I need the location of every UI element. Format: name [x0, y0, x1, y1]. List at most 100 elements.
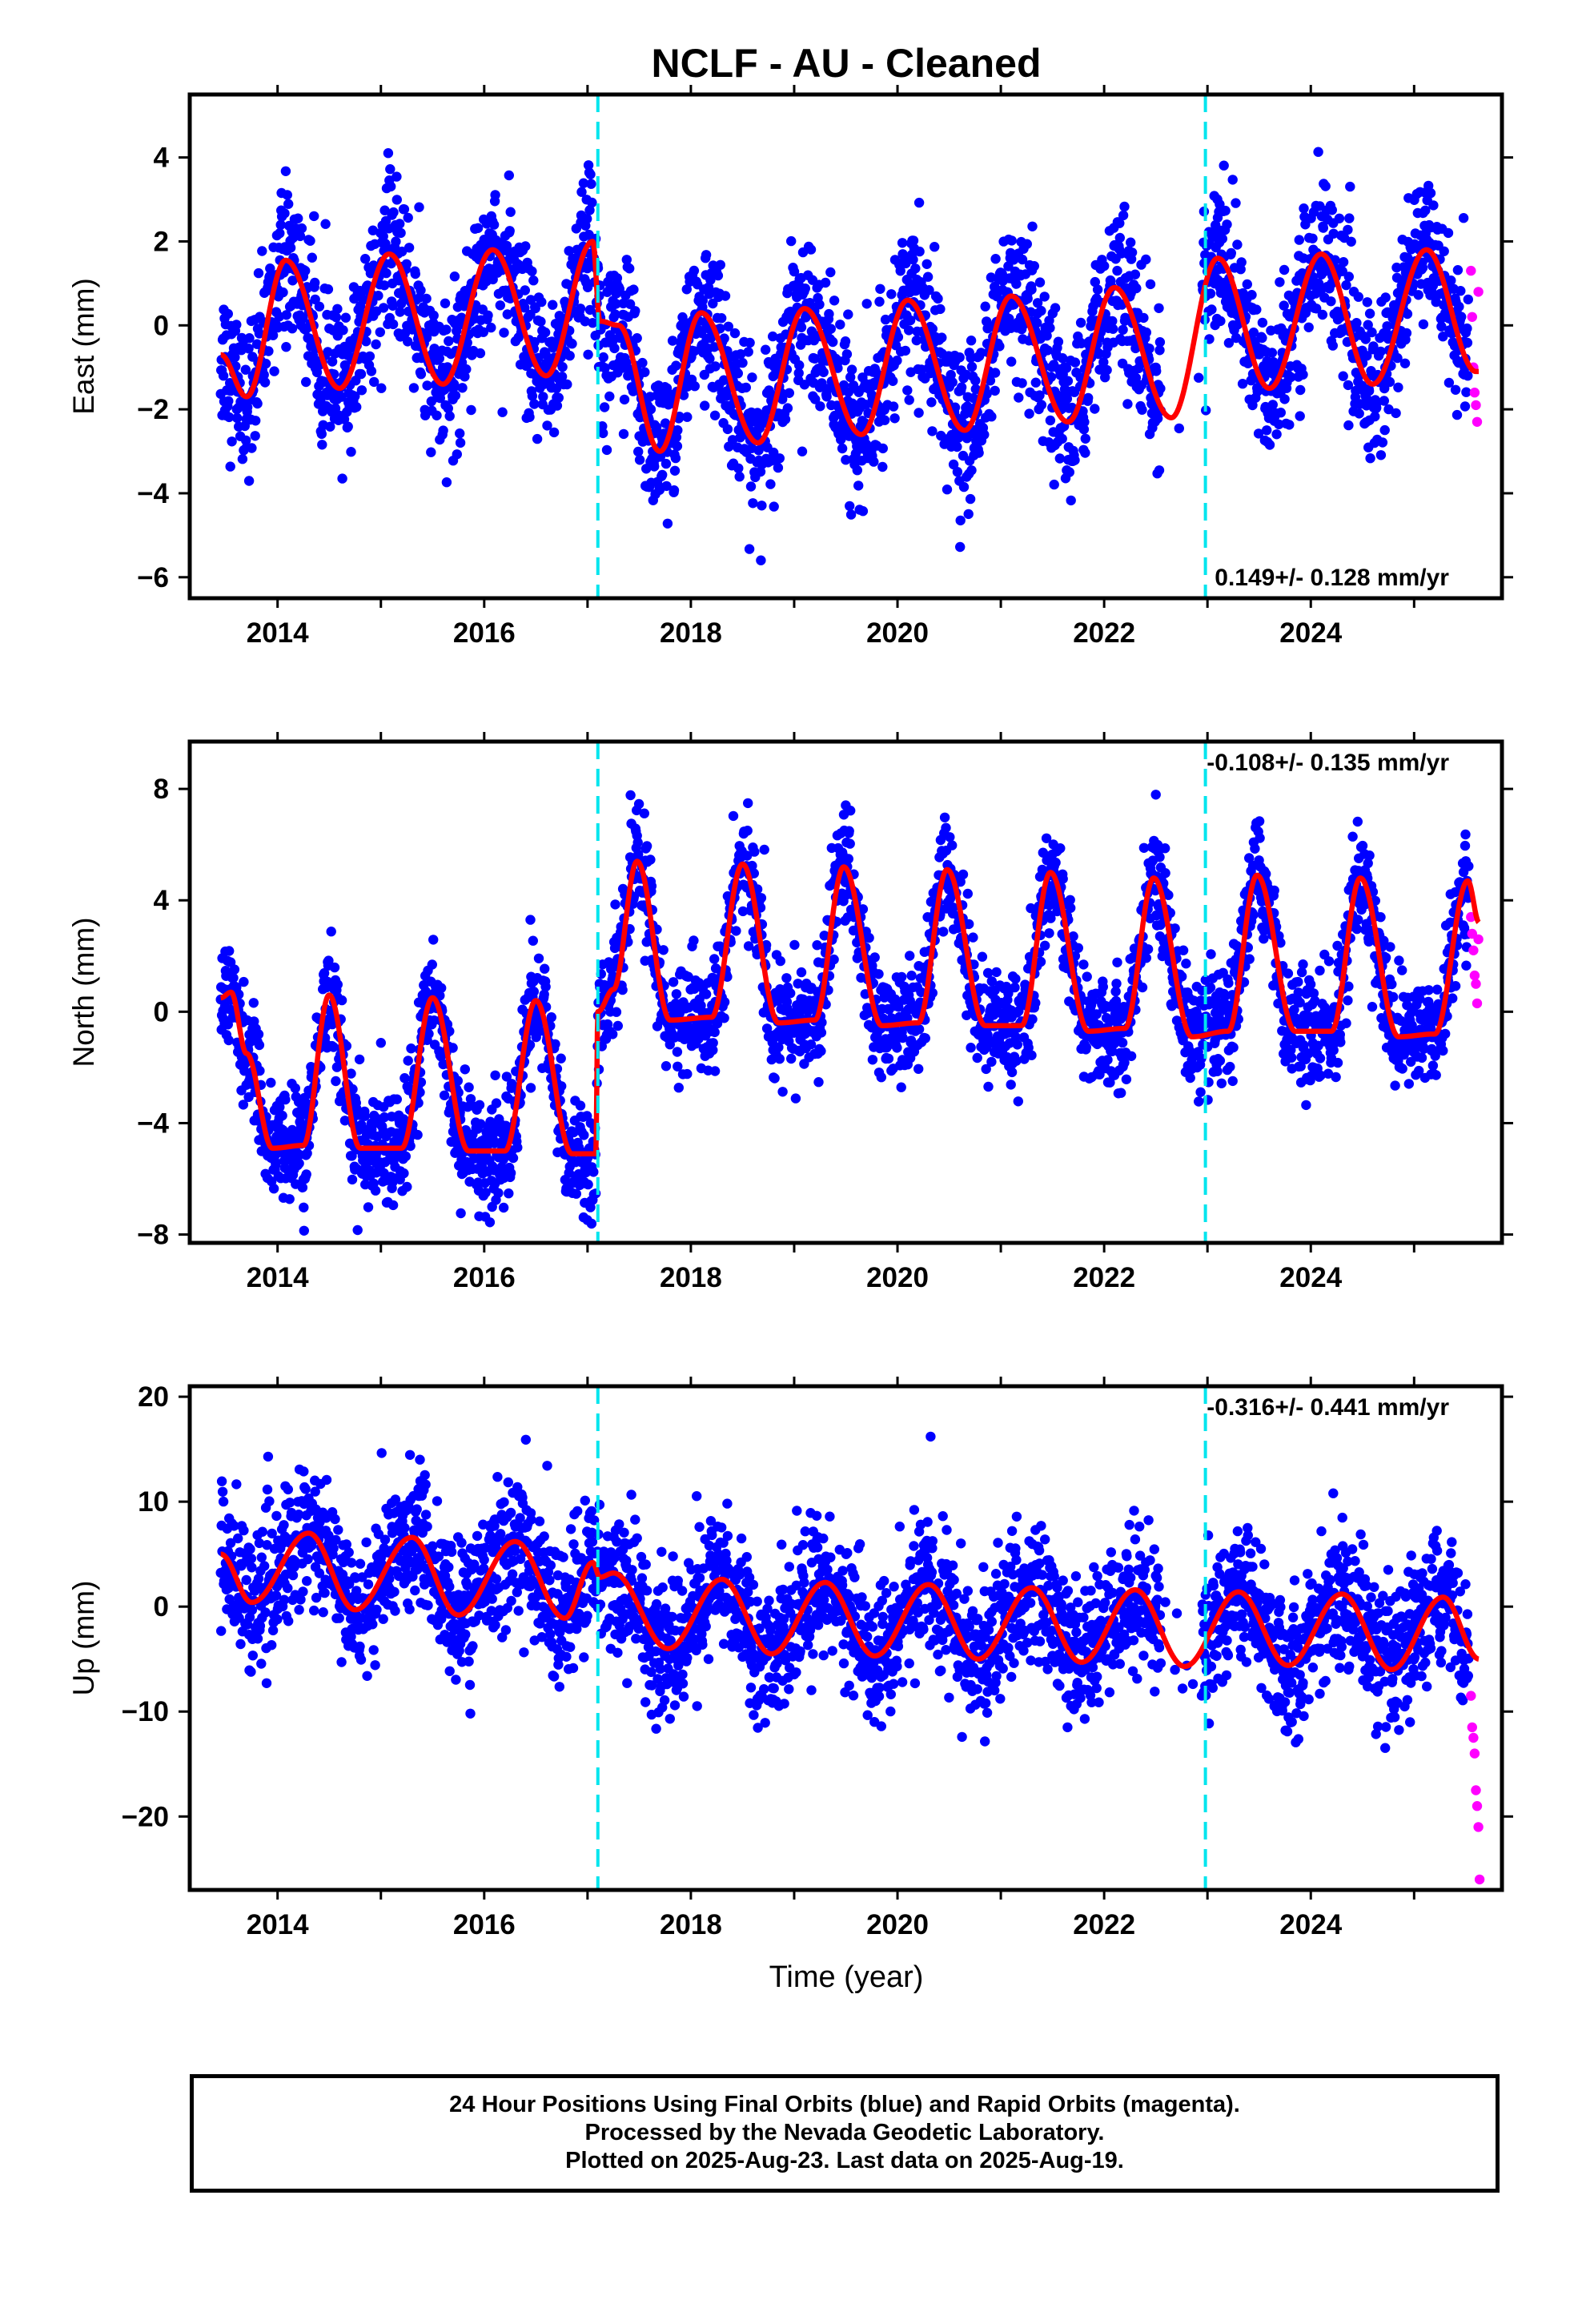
final-point — [628, 284, 639, 295]
y-tick-label: 4 — [154, 143, 170, 174]
final-point — [562, 379, 572, 390]
final-point — [721, 391, 733, 401]
final-point — [1343, 271, 1355, 282]
final-point — [813, 1077, 824, 1088]
final-point — [1460, 401, 1471, 412]
final-point — [789, 939, 800, 951]
final-point — [1295, 384, 1306, 396]
final-point — [250, 431, 260, 441]
final-point — [265, 263, 275, 274]
final-point — [416, 285, 426, 296]
final-point — [1413, 290, 1423, 300]
final-point — [1354, 408, 1364, 419]
final-point — [1452, 409, 1463, 420]
final-point — [254, 1039, 265, 1051]
final-point — [1014, 392, 1024, 403]
final-point — [1311, 304, 1322, 314]
final-point — [1046, 372, 1057, 382]
final-point — [1264, 440, 1275, 450]
y-tick-label: −6 — [137, 562, 169, 593]
final-point — [402, 1181, 412, 1192]
final-point — [640, 367, 650, 377]
final-point — [588, 318, 598, 328]
final-point — [486, 322, 496, 333]
final-point — [369, 376, 379, 388]
final-point — [880, 314, 891, 325]
rapid-point — [1469, 388, 1480, 398]
final-point — [1443, 377, 1455, 388]
final-point — [1118, 324, 1128, 335]
final-point — [1294, 235, 1305, 245]
final-point — [1326, 296, 1336, 307]
final-point — [364, 351, 375, 362]
final-point — [474, 1100, 485, 1111]
final-point — [387, 1200, 399, 1211]
final-point — [400, 1073, 410, 1084]
final-point — [386, 181, 396, 192]
final-point — [1093, 348, 1104, 360]
final-point — [1107, 316, 1118, 327]
final-point — [715, 259, 725, 270]
final-point — [1231, 198, 1241, 208]
final-point — [358, 295, 368, 305]
final-point — [952, 467, 963, 477]
final-point — [528, 987, 539, 997]
final-point — [1236, 257, 1247, 267]
final-point — [396, 227, 406, 239]
final-point — [284, 1194, 295, 1204]
final-point — [986, 272, 997, 283]
final-point — [697, 296, 708, 306]
final-point — [464, 1082, 474, 1092]
final-point — [391, 195, 402, 205]
final-point — [1436, 321, 1447, 332]
final-point — [1364, 308, 1375, 319]
final-point — [379, 205, 390, 215]
final-point — [816, 1027, 827, 1038]
final-point — [1141, 327, 1152, 338]
final-point — [1375, 450, 1387, 460]
final-point — [1066, 495, 1076, 506]
final-point — [443, 403, 453, 414]
final-point — [874, 296, 885, 307]
final-point — [781, 973, 792, 983]
final-point — [632, 333, 642, 344]
final-point — [719, 333, 729, 344]
final-point — [502, 309, 512, 320]
final-point — [483, 310, 493, 320]
final-point — [1223, 338, 1235, 348]
final-point — [1431, 296, 1441, 308]
final-point — [1075, 317, 1086, 328]
final-point — [1267, 348, 1278, 358]
final-point — [799, 380, 810, 390]
final-point — [263, 346, 274, 356]
final-point — [1039, 292, 1050, 302]
final-point — [460, 372, 470, 382]
final-point — [1066, 903, 1076, 914]
final-point — [421, 293, 432, 304]
final-point — [947, 840, 958, 850]
final-point — [769, 501, 779, 512]
final-point — [373, 291, 383, 301]
final-point — [361, 336, 371, 347]
final-point — [375, 327, 385, 337]
final-point — [1367, 327, 1377, 338]
final-point — [556, 1053, 566, 1063]
final-point — [520, 285, 530, 296]
east-rate-label: 0.149+/- 0.128 mm/yr — [1215, 565, 1449, 591]
final-point — [247, 443, 257, 453]
final-point — [927, 324, 938, 334]
final-point — [941, 822, 951, 833]
final-point — [790, 1093, 801, 1104]
final-point — [669, 465, 681, 476]
final-point — [986, 412, 997, 422]
final-point — [352, 1224, 363, 1236]
final-point — [259, 369, 269, 380]
final-point — [814, 300, 825, 310]
final-point — [1083, 392, 1094, 404]
final-point — [548, 427, 560, 438]
final-point — [1328, 228, 1339, 239]
final-point — [252, 398, 263, 409]
final-point — [567, 339, 577, 349]
final-point — [227, 436, 237, 447]
